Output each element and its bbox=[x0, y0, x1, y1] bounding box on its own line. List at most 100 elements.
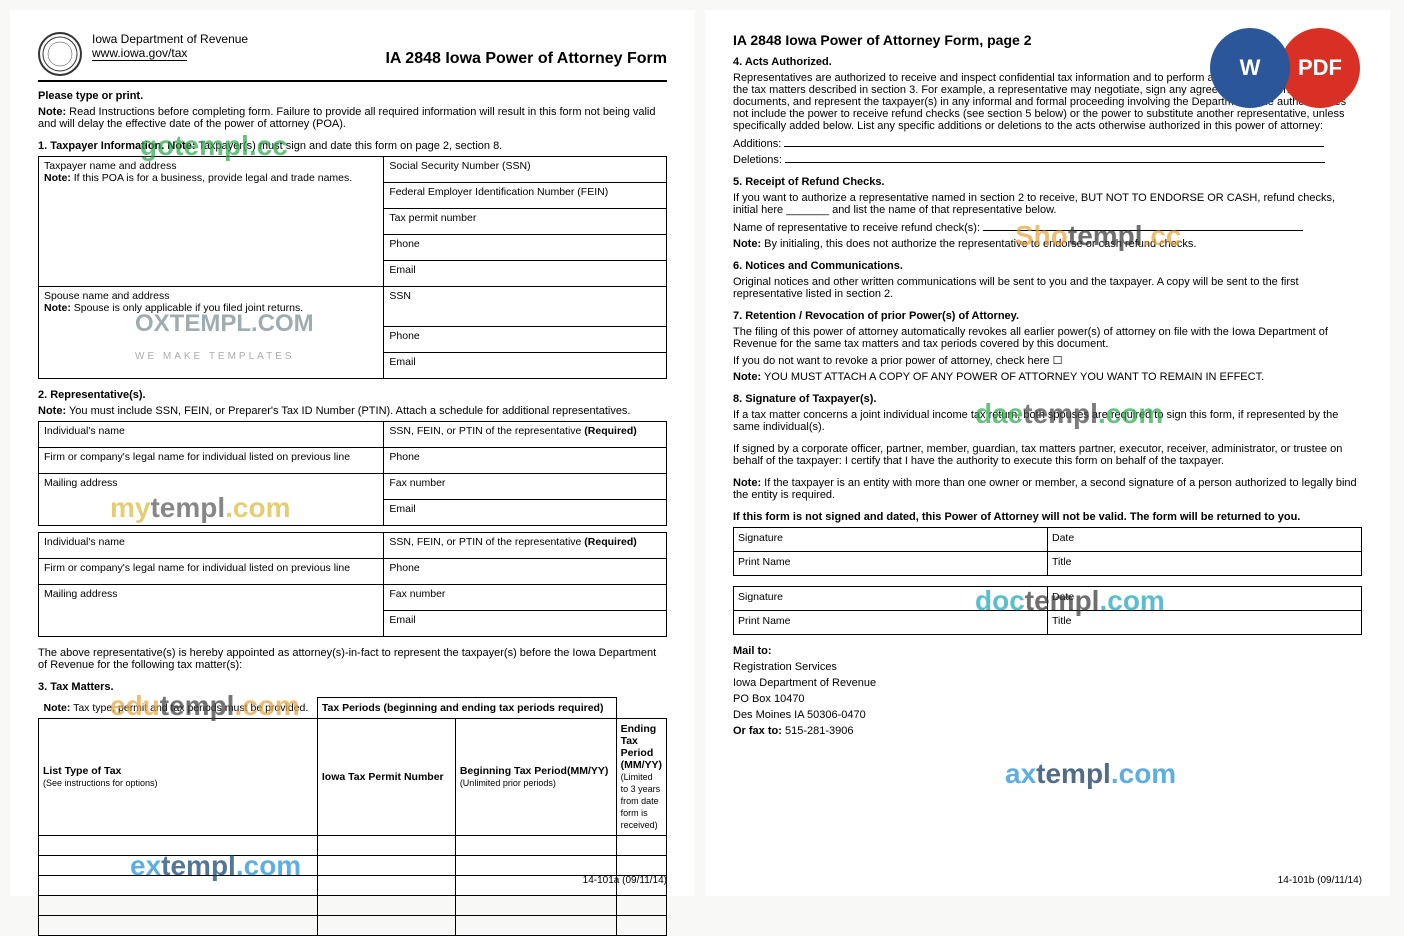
s8-note-label: Note: bbox=[733, 477, 761, 489]
rep1-mailing[interactable]: Mailing address bbox=[39, 474, 384, 526]
s7-note-row: Note: YOU MUST ATTACH A COPY OF ANY POWE… bbox=[733, 371, 1362, 383]
spouse-label: Spouse name and address bbox=[44, 290, 170, 302]
mail4: Des Moines IA 50306-0470 bbox=[733, 709, 1362, 721]
rep2-email[interactable]: Email bbox=[384, 611, 667, 637]
page-2: IA 2848 Iowa Power of Attorney Form, pag… bbox=[705, 10, 1390, 896]
col3-header: Beginning Tax Period(MM/YY)(Unlimited pr… bbox=[455, 719, 616, 836]
tax-row[interactable] bbox=[39, 916, 667, 936]
phone-cell[interactable]: Phone bbox=[384, 235, 667, 261]
mail1: Registration Services bbox=[733, 661, 1362, 673]
taxpayer-cell[interactable]: Taxpayer name and address Note: If this … bbox=[39, 157, 384, 287]
spouse-ssn-cell[interactable]: SSN bbox=[384, 287, 667, 327]
watermark-axtempl: axtempl.com bbox=[1005, 758, 1176, 790]
date2[interactable]: Date bbox=[1048, 587, 1362, 611]
page-1: Iowa Department of Revenue www.iowa.gov/… bbox=[10, 10, 695, 896]
deletions-label: Deletions: bbox=[733, 154, 782, 166]
date1[interactable]: Date bbox=[1048, 528, 1362, 552]
s7-note-label: Note: bbox=[733, 371, 761, 383]
taxpayer-note-label: Note: bbox=[44, 172, 71, 184]
state-seal-icon bbox=[38, 32, 82, 76]
print2[interactable]: Print Name bbox=[734, 611, 1048, 635]
col4-header: Ending Tax Period (MM/YY)(Limited to 3 y… bbox=[616, 719, 666, 836]
rep1-fax[interactable]: Fax number bbox=[384, 474, 667, 500]
s7-text2: If you do not want to revoke a prior pow… bbox=[733, 354, 1362, 367]
spouse-note-label: Note: bbox=[44, 302, 71, 314]
additions-label: Additions: bbox=[733, 138, 781, 150]
tax-row[interactable] bbox=[39, 856, 667, 876]
rep-table-2: Individual's name SSN, FEIN, or PTIN of … bbox=[38, 532, 667, 637]
rep2-req: (Required) bbox=[584, 536, 637, 548]
rep1-firm[interactable]: Firm or company's legal name for individ… bbox=[39, 448, 384, 474]
intro-heading: Please type or print. bbox=[38, 90, 667, 102]
rep-table-1: Individual's name SSN, FEIN, or PTIN of … bbox=[38, 421, 667, 526]
periods-header: Tax Periods (beginning and ending tax pe… bbox=[317, 698, 616, 719]
s6-title: 6. Notices and Communications. bbox=[733, 260, 1362, 272]
section1-title: 1. Taxpayer Information. Note: bbox=[38, 140, 196, 152]
ssn-cell[interactable]: Social Security Number (SSN) bbox=[384, 157, 667, 183]
section1-title-row: 1. Taxpayer Information. Note: Taxpayer(… bbox=[38, 140, 667, 152]
sig1[interactable]: Signature bbox=[734, 528, 1048, 552]
permit-cell[interactable]: Tax permit number bbox=[384, 209, 667, 235]
intro-note-label: Note: bbox=[38, 106, 66, 118]
s8-note-row: Note: If the taxpayer is an entity with … bbox=[733, 477, 1362, 501]
s8-text2: If signed by a corporate officer, partne… bbox=[733, 443, 1362, 467]
rep1-ssn[interactable]: SSN, FEIN, or PTIN of the representative… bbox=[384, 422, 667, 448]
deletions-input[interactable] bbox=[785, 162, 1325, 163]
s8-note: If the taxpayer is an entity with more t… bbox=[733, 477, 1357, 501]
rep2-name[interactable]: Individual's name bbox=[39, 533, 384, 559]
rep1-email[interactable]: Email bbox=[384, 500, 667, 526]
s7-title: 7. Retention / Revocation of prior Power… bbox=[733, 310, 1362, 322]
s2-note: You must include SSN, FEIN, or Preparer'… bbox=[66, 405, 630, 417]
s6-text: Original notices and other written commu… bbox=[733, 276, 1362, 300]
taxpayer-table: Taxpayer name and address Note: If this … bbox=[38, 156, 667, 379]
s5-name-row: Name of representative to receive refund… bbox=[733, 222, 1362, 234]
fax-label: Or fax to: bbox=[733, 725, 782, 737]
title2[interactable]: Title bbox=[1048, 611, 1362, 635]
col2-header: Iowa Tax Permit Number bbox=[317, 719, 455, 836]
s7-text: The filing of this power of attorney aut… bbox=[733, 326, 1362, 350]
col4-sub: (Limited to 3 years from date form is re… bbox=[621, 772, 661, 830]
mail3: PO Box 10470 bbox=[733, 693, 1362, 705]
spouse-cell[interactable]: Spouse name and address Note: Spouse is … bbox=[39, 287, 384, 379]
print1[interactable]: Print Name bbox=[734, 552, 1048, 576]
spouse-phone-cell[interactable]: Phone bbox=[384, 327, 667, 353]
page1-footer: 14-101a (09/11/14) bbox=[583, 875, 667, 886]
s2-note-label: Note: bbox=[38, 405, 66, 417]
rep2-ssn[interactable]: SSN, FEIN, or PTIN of the representative… bbox=[384, 533, 667, 559]
rep2-phone[interactable]: Phone bbox=[384, 559, 667, 585]
rep1-name[interactable]: Individual's name bbox=[39, 422, 384, 448]
rep2-mailing[interactable]: Mailing address bbox=[39, 585, 384, 637]
mail2: Iowa Department of Revenue bbox=[733, 677, 1362, 689]
sig2[interactable]: Signature bbox=[734, 587, 1048, 611]
additions-row: Additions: bbox=[733, 138, 1362, 150]
rep2-fax[interactable]: Fax number bbox=[384, 585, 667, 611]
form-title: IA 2848 Iowa Power of Attorney Form bbox=[385, 50, 667, 67]
taxpayer-label: Taxpayer name and address bbox=[44, 160, 177, 172]
tax-matters-table: Note: Tax type, permit and tax periods m… bbox=[38, 697, 667, 936]
intro-heading-text: Please type or print. bbox=[38, 90, 143, 102]
signature-table-1: SignatureDate Print NameTitle bbox=[733, 527, 1362, 576]
additions-input[interactable] bbox=[784, 146, 1324, 147]
col4-label: Ending Tax Period (MM/YY) bbox=[621, 723, 662, 771]
intro-note: Note: Read Instructions before completin… bbox=[38, 106, 667, 130]
s5-name-input[interactable] bbox=[983, 230, 1303, 231]
rep1-phone[interactable]: Phone bbox=[384, 448, 667, 474]
fax-row: Or fax to: 515-281-3906 bbox=[733, 725, 1362, 737]
word-badge-icon: W bbox=[1210, 28, 1290, 108]
spouse-email-cell[interactable]: Email bbox=[384, 353, 667, 379]
col3-sub: (Unlimited prior periods) bbox=[460, 778, 556, 788]
section3-title: 3. Tax Matters. bbox=[38, 681, 667, 693]
s5-name-label: Name of representative to receive refund… bbox=[733, 222, 980, 234]
section2-title: 2. Representative(s). bbox=[38, 389, 667, 401]
tax-row[interactable] bbox=[39, 836, 667, 856]
rep2-firm[interactable]: Firm or company's legal name for individ… bbox=[39, 559, 384, 585]
page2-footer: 14-101b (09/11/14) bbox=[1278, 875, 1362, 886]
title1[interactable]: Title bbox=[1048, 552, 1362, 576]
tax-row[interactable] bbox=[39, 876, 667, 896]
spouse-note: Spouse is only applicable if you filed j… bbox=[71, 302, 303, 314]
fein-cell[interactable]: Federal Employer Identification Number (… bbox=[384, 183, 667, 209]
department-name: Iowa Department of Revenue bbox=[92, 32, 375, 46]
col3-label: Beginning Tax Period(MM/YY) bbox=[460, 765, 609, 777]
email-cell[interactable]: Email bbox=[384, 261, 667, 287]
signature-table-2: SignatureDate Print NameTitle bbox=[733, 586, 1362, 635]
